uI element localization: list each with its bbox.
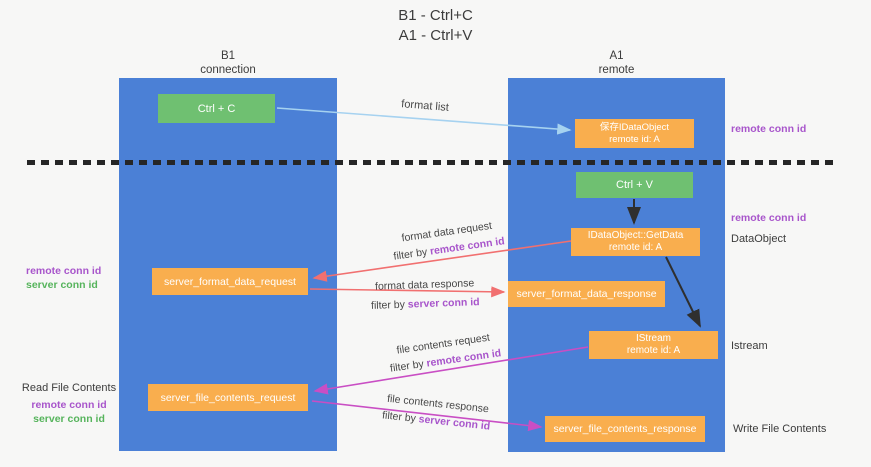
- server-conn-id-label: server conn id: [33, 413, 105, 425]
- idataobject-getdata-box: IDataObject::GetData remote id: A: [571, 228, 700, 256]
- filter-by-text: filter by: [381, 409, 420, 426]
- left-file-conn-ids: Read File Contents remote conn id server…: [18, 381, 120, 426]
- write-file-contents-label: Write File Contents: [733, 423, 827, 435]
- server-file-contents-response-label: server_file_contents_response: [553, 423, 697, 435]
- lifeline-header-left: B1 connection: [119, 49, 337, 77]
- file-contents-request-label: file contents request filter by remote c…: [360, 325, 528, 382]
- ctrl-c-box: Ctrl + C: [158, 94, 275, 123]
- lifeline-header-right: A1 remote: [508, 49, 725, 77]
- right-save-conn-id: remote conn id: [731, 123, 807, 135]
- filter-by-text: filter by: [370, 298, 409, 312]
- ctrl-v-label: Ctrl + V: [616, 179, 653, 191]
- ctrl-c-label: Ctrl + C: [197, 102, 236, 115]
- lifeline-left-name: B1: [220, 50, 236, 62]
- server-format-data-request-label: server_format_data_request: [164, 275, 296, 288]
- save-idataobject-box: 保存IDataObject remote id: A: [575, 119, 694, 148]
- remote-conn-id-label: remote conn id: [26, 265, 102, 277]
- title-line-1: B1 - Ctrl+C: [398, 7, 473, 24]
- dataobject-label: DataObject: [731, 233, 787, 245]
- istream-line1: IStream: [635, 332, 671, 344]
- filter-by-text: filter by: [392, 245, 431, 263]
- lifeline-right-name: A1: [609, 50, 624, 62]
- format-list-text: format list: [400, 98, 450, 114]
- phase-divider-dashed-line: [27, 160, 839, 165]
- right-getdata-conn-id: remote conn id: [731, 212, 807, 224]
- istream-box: IStream remote id: A: [589, 331, 718, 359]
- format-data-response-label: format data response filter by server co…: [349, 273, 500, 316]
- server-file-contents-response-box: server_file_contents_response: [545, 416, 705, 442]
- left-format-conn-ids: remote conn id server conn id: [26, 264, 101, 292]
- server-file-contents-request-label: server_file_contents_request: [160, 391, 296, 404]
- format-data-request-label: format data request filter by remote con…: [366, 213, 529, 269]
- lifeline-right-role: remote: [598, 64, 635, 76]
- getdata-line2: remote id: A: [608, 242, 663, 253]
- format-data-response-filter: filter by server conn id: [350, 292, 501, 316]
- server-format-data-response-box: server_format_data_response: [508, 281, 665, 307]
- diagram-title: B1 - Ctrl+C A1 - Ctrl+V: [0, 6, 871, 46]
- getdata-line1: IDataObject::GetData: [587, 229, 684, 241]
- filter-by-text: filter by: [389, 357, 428, 375]
- istream-margin-label: Istream: [731, 340, 768, 352]
- ctrl-v-box: Ctrl + V: [576, 172, 693, 198]
- lifeline-left-role: connection: [200, 64, 256, 76]
- read-file-contents-label: Read File Contents: [21, 382, 117, 394]
- save-idataobject-line1: 保存IDataObject: [599, 121, 670, 133]
- title-line-2: A1 - Ctrl+V: [398, 27, 473, 44]
- server-format-data-request-box: server_format_data_request: [152, 268, 308, 295]
- file-contents-response-label: file contents response filter by server …: [357, 388, 518, 438]
- server-format-data-response-label: server_format_data_response: [516, 288, 657, 300]
- remote-conn-id-label: remote conn id: [31, 399, 107, 411]
- server-conn-id-text: server conn id: [407, 296, 480, 311]
- format-list-label: format list: [370, 94, 481, 120]
- server-conn-id-label: server conn id: [26, 279, 98, 291]
- server-file-contents-request-box: server_file_contents_request: [148, 384, 308, 411]
- istream-line2: remote id: A: [626, 345, 681, 356]
- save-idataobject-line2: remote id: A: [609, 133, 660, 145]
